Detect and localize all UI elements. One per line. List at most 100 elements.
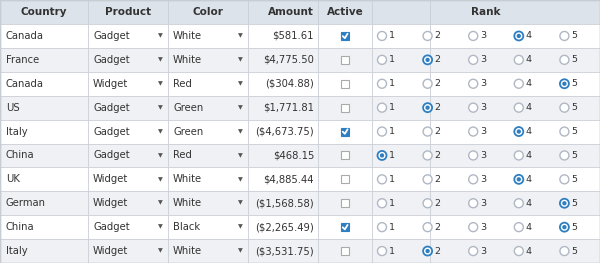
Bar	[88, 48, 168, 72]
Text: 2: 2	[434, 79, 440, 88]
Circle shape	[560, 199, 569, 208]
Bar	[248, 0, 318, 24]
Text: White: White	[173, 174, 202, 184]
Text: ▼: ▼	[238, 177, 242, 182]
Text: Color: Color	[193, 7, 223, 17]
Text: 4: 4	[526, 199, 532, 208]
Text: Italy: Italy	[6, 127, 28, 136]
Circle shape	[377, 175, 386, 184]
Text: $1,771.81: $1,771.81	[263, 103, 314, 113]
Text: $4,775.50: $4,775.50	[263, 55, 314, 65]
Bar	[341, 247, 349, 255]
Bar	[88, 191, 168, 215]
Text: Gadget: Gadget	[93, 55, 130, 65]
Text: 5: 5	[571, 175, 577, 184]
Circle shape	[514, 175, 523, 184]
Text: Gadget: Gadget	[93, 127, 130, 136]
Text: ▼: ▼	[238, 129, 242, 134]
Circle shape	[514, 32, 523, 41]
Bar	[88, 168, 168, 191]
Text: Gadget: Gadget	[93, 222, 130, 232]
Circle shape	[560, 127, 569, 136]
Text: 5: 5	[571, 151, 577, 160]
Circle shape	[469, 223, 478, 232]
Bar	[318, 96, 372, 120]
Circle shape	[423, 199, 432, 208]
Circle shape	[514, 55, 523, 64]
Text: ($304.88): ($304.88)	[265, 79, 314, 89]
Text: 5: 5	[571, 32, 577, 41]
Bar	[341, 80, 349, 88]
Bar	[0, 144, 88, 168]
Circle shape	[562, 82, 566, 86]
Text: ▼: ▼	[158, 177, 163, 182]
Bar	[88, 215, 168, 239]
Bar	[0, 96, 88, 120]
Bar	[318, 24, 372, 48]
Text: 2: 2	[434, 246, 440, 256]
Circle shape	[377, 223, 386, 232]
Text: Red: Red	[173, 79, 192, 89]
Text: Widget: Widget	[93, 198, 128, 208]
Bar	[168, 72, 248, 96]
Text: 5: 5	[571, 246, 577, 256]
Circle shape	[423, 103, 432, 112]
Text: 1: 1	[389, 103, 395, 112]
Text: ▼: ▼	[238, 33, 242, 38]
Text: France: France	[6, 55, 39, 65]
Text: 2: 2	[434, 199, 440, 208]
Text: 1: 1	[389, 199, 395, 208]
Circle shape	[425, 105, 430, 110]
Text: $581.61: $581.61	[272, 31, 314, 41]
Text: ▼: ▼	[238, 153, 242, 158]
Circle shape	[517, 34, 521, 38]
Bar	[0, 24, 88, 48]
Circle shape	[560, 55, 569, 64]
Bar	[248, 120, 318, 144]
Bar	[372, 96, 430, 120]
Text: 3: 3	[480, 246, 487, 256]
Text: Widget: Widget	[93, 174, 128, 184]
Bar	[430, 168, 600, 191]
Text: 3: 3	[480, 151, 487, 160]
Circle shape	[562, 201, 566, 205]
Bar	[318, 215, 372, 239]
Circle shape	[514, 151, 523, 160]
Bar	[248, 24, 318, 48]
Circle shape	[425, 249, 430, 253]
Circle shape	[517, 177, 521, 181]
Text: Italy: Italy	[6, 246, 28, 256]
Bar	[318, 120, 372, 144]
Circle shape	[514, 199, 523, 208]
Circle shape	[423, 246, 432, 256]
Circle shape	[423, 32, 432, 41]
Circle shape	[380, 153, 384, 158]
Text: 1: 1	[389, 79, 395, 88]
Bar	[430, 0, 600, 24]
Bar	[372, 191, 430, 215]
Bar	[318, 72, 372, 96]
Text: Widget: Widget	[93, 79, 128, 89]
Text: 1: 1	[389, 246, 395, 256]
Text: 5: 5	[571, 223, 577, 232]
Text: 3: 3	[480, 127, 487, 136]
Circle shape	[377, 246, 386, 256]
Text: 4: 4	[526, 127, 532, 136]
Text: German: German	[6, 198, 46, 208]
Text: ▼: ▼	[158, 249, 163, 254]
Text: Amount: Amount	[268, 7, 314, 17]
Bar	[318, 168, 372, 191]
Bar	[168, 168, 248, 191]
Circle shape	[469, 103, 478, 112]
Text: ($3,531.75): ($3,531.75)	[256, 246, 314, 256]
Bar	[0, 0, 88, 24]
Text: Green: Green	[173, 103, 203, 113]
Text: Gadget: Gadget	[93, 31, 130, 41]
Circle shape	[469, 127, 478, 136]
Bar	[168, 48, 248, 72]
Text: ($2,265.49): ($2,265.49)	[255, 222, 314, 232]
Text: ▼: ▼	[158, 129, 163, 134]
Text: ▼: ▼	[158, 225, 163, 230]
Text: ▼: ▼	[158, 81, 163, 86]
Circle shape	[469, 79, 478, 88]
